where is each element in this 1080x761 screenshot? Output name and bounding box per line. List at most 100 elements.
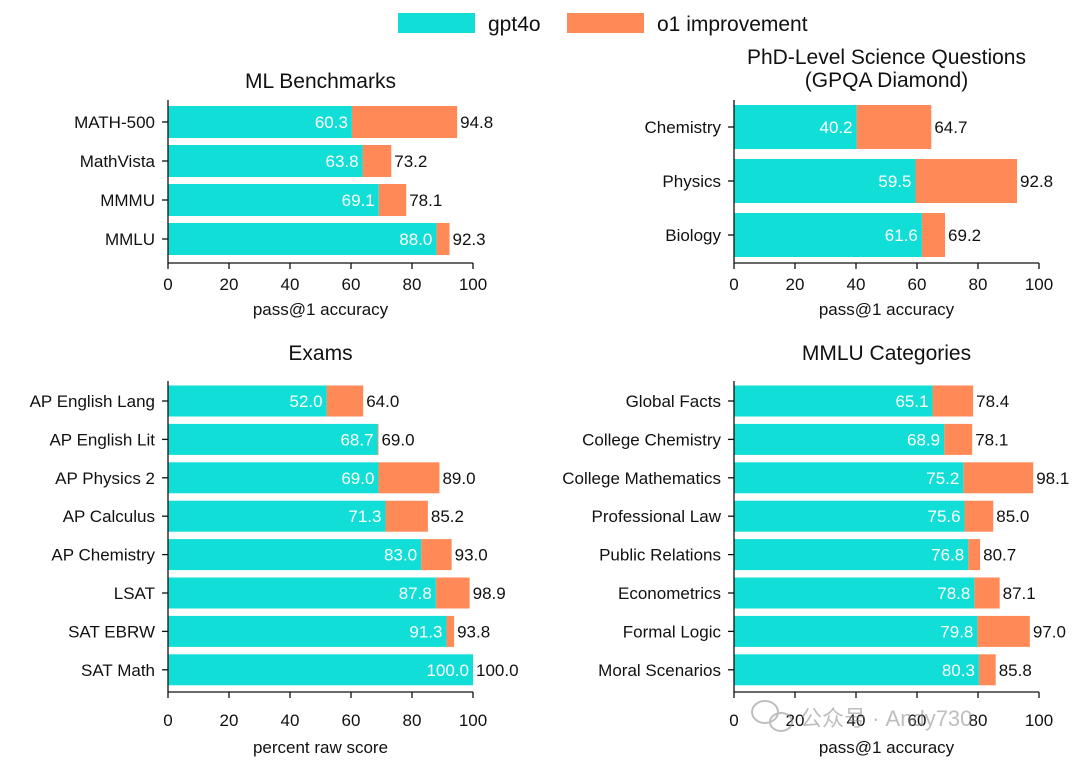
x-tick-label-100: 100: [1025, 275, 1053, 294]
bar-gpt4o-professional-law: [734, 500, 965, 532]
data-label-total-ap-chemistry: 93.0: [455, 546, 488, 565]
x-tick-label-40: 40: [847, 275, 866, 294]
data-label-gpt4o-college-mathematics: 75.2: [926, 469, 959, 488]
bar-gpt4o-ap-calculus: [168, 500, 386, 532]
category-label-physics: Physics: [662, 172, 721, 191]
chart-title: Exams: [288, 342, 352, 365]
category-label-sat-math: SAT Math: [81, 661, 155, 680]
category-label-chemistry: Chemistry: [644, 118, 721, 137]
category-label-mmlu: MMLU: [105, 230, 155, 249]
bar-o1-improvement-ap-physics-2: [378, 462, 440, 494]
data-label-total-mathvista: 73.2: [394, 152, 427, 171]
legend-label-o1-improvement: o1 improvement: [657, 13, 808, 36]
x-tick-label-40: 40: [281, 275, 300, 294]
bar-gpt4o-ap-english-lang: [168, 385, 327, 417]
bar-o1-improvement-college-mathematics: [963, 462, 1034, 494]
data-label-gpt4o-mmmu: 69.1: [342, 191, 375, 210]
x-tick-label-60: 60: [342, 275, 361, 294]
category-label-econometrics: Econometrics: [618, 584, 721, 603]
data-label-gpt4o-sat-math: 100.0: [426, 661, 469, 680]
category-label-global-facts: Global Facts: [626, 392, 721, 411]
bar-gpt4o-college-mathematics: [734, 462, 964, 494]
bar-o1-improvement-ap-english-lit: [377, 423, 379, 455]
chart-title: ML Benchmarks: [245, 70, 396, 93]
category-label-mmmu: MMMU: [100, 191, 155, 210]
bar-gpt4o-lsat: [168, 577, 436, 609]
bar-gpt4o-math-500: [168, 106, 352, 138]
category-label-ap-english-lang: AP English Lang: [30, 392, 155, 411]
x-tick-label-60: 60: [342, 711, 361, 730]
data-label-gpt4o-formal-logic: 79.8: [940, 622, 973, 641]
chart-title: PhD-Level Science Questions: [747, 46, 1026, 69]
bar-o1-improvement-math-500: [351, 106, 458, 138]
data-label-gpt4o-ap-english-lang: 52.0: [290, 392, 323, 411]
bar-o1-improvement-formal-logic: [977, 615, 1030, 647]
bar-o1-improvement-ap-calculus: [385, 500, 428, 532]
x-tick-label-100: 100: [459, 711, 487, 730]
bar-o1-improvement-mmmu: [378, 184, 407, 216]
data-label-gpt4o-math-500: 60.3: [315, 113, 348, 132]
data-label-gpt4o-lsat: 87.8: [399, 584, 432, 603]
category-label-professional-law: Professional Law: [592, 507, 722, 526]
bar-o1-improvement-econometrics: [974, 577, 1000, 609]
category-label-ap-chemistry: AP Chemistry: [51, 546, 155, 565]
data-label-total-college-chemistry: 78.1: [975, 430, 1008, 449]
data-label-total-chemistry: 64.7: [934, 118, 967, 137]
x-axis-label: pass@1 accuracy: [819, 300, 955, 319]
x-tick-label-0: 0: [729, 275, 738, 294]
data-label-total-ap-physics-2: 89.0: [442, 469, 475, 488]
x-tick-label-80: 80: [969, 275, 988, 294]
bar-o1-improvement-mathvista: [362, 145, 392, 177]
data-label-gpt4o-college-chemistry: 68.9: [907, 430, 940, 449]
category-label-mathvista: MathVista: [80, 152, 156, 171]
data-label-total-mmmu: 78.1: [409, 191, 442, 210]
bar-o1-improvement-mmlu: [436, 223, 450, 255]
bar-o1-improvement-public-relations: [968, 539, 981, 571]
data-label-gpt4o-chemistry: 40.2: [820, 118, 853, 137]
x-tick-label-60: 60: [908, 711, 927, 730]
x-axis-label: pass@1 accuracy: [819, 738, 955, 757]
watermark-text: 公众号 · Andy730: [800, 706, 972, 731]
category-label-math-500: MATH-500: [74, 113, 155, 132]
x-tick-label-80: 80: [969, 711, 988, 730]
x-tick-label-80: 80: [403, 711, 422, 730]
data-label-total-ap-calculus: 85.2: [431, 507, 464, 526]
category-label-formal-logic: Formal Logic: [623, 622, 722, 641]
x-tick-label-60: 60: [908, 275, 927, 294]
data-label-total-biology: 69.2: [948, 226, 981, 245]
data-label-gpt4o-ap-calculus: 71.3: [348, 507, 381, 526]
category-label-sat-ebrw: SAT EBRW: [68, 622, 155, 641]
data-label-total-math-500: 94.8: [460, 113, 493, 132]
x-tick-label-20: 20: [220, 275, 239, 294]
x-tick-label-20: 20: [220, 711, 239, 730]
bar-gpt4o-ap-english-lit: [168, 423, 378, 455]
data-label-gpt4o-sat-ebrw: 91.3: [409, 622, 442, 641]
category-label-public-relations: Public Relations: [599, 546, 721, 565]
data-label-gpt4o-econometrics: 78.8: [937, 584, 970, 603]
x-tick-label-20: 20: [786, 275, 805, 294]
data-label-gpt4o-global-facts: 65.1: [895, 392, 928, 411]
x-axis-label: pass@1 accuracy: [253, 300, 389, 319]
data-label-gpt4o-moral-scenarios: 80.3: [942, 661, 975, 680]
chart-panel-exams: Exams 52.0 64.0 AP English Lang 68.7 69.0 AP E…: [30, 342, 519, 757]
bar-gpt4o-public-relations: [734, 539, 969, 571]
bar-gpt4o-physics: [734, 159, 916, 203]
chart-panel-ml-benchmarks: ML Benchmarks 60.3 94.8 MATH-500 63.8 73.2 Mat…: [74, 70, 493, 319]
category-label-biology: Biology: [665, 226, 721, 245]
data-label-gpt4o-ap-english-lit: 68.7: [340, 430, 373, 449]
data-label-total-lsat: 98.9: [473, 584, 506, 603]
data-label-total-sat-math: 100.0: [476, 661, 519, 680]
watermark: 公众号 · Andy730: [751, 700, 972, 732]
bar-gpt4o-chemistry: [734, 105, 857, 149]
bar-gpt4o-sat-ebrw: [168, 615, 447, 647]
category-label-ap-calculus: AP Calculus: [63, 507, 155, 526]
bar-o1-improvement-moral-scenarios: [978, 654, 996, 686]
x-tick-label-80: 80: [403, 275, 422, 294]
x-tick-label-100: 100: [1025, 711, 1053, 730]
chart-title: MMLU Categories: [802, 342, 971, 365]
legend: gpt4o o1 improvement: [398, 13, 808, 36]
bar-gpt4o-ap-chemistry: [168, 539, 422, 571]
bar-o1-improvement-biology: [921, 213, 946, 257]
x-tick-label-40: 40: [847, 711, 866, 730]
